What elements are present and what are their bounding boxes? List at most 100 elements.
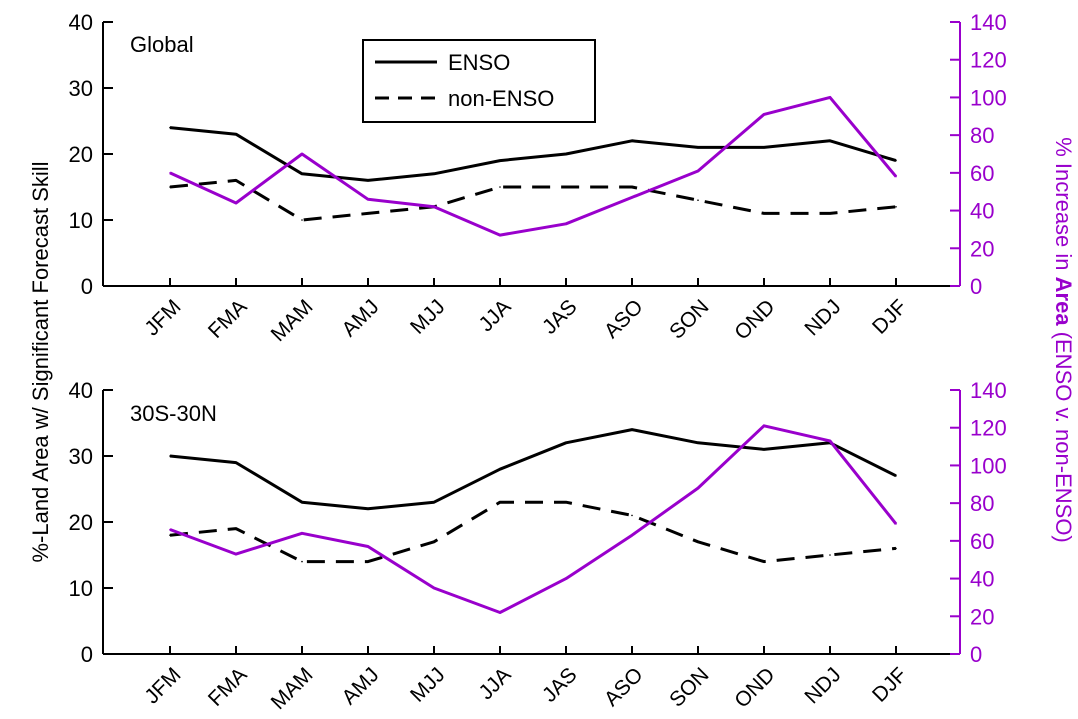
data-point [169,126,171,129]
data-point [763,425,765,427]
y-tick-label: 30 [69,76,93,101]
data-point [565,223,567,225]
data-point [235,179,237,182]
y2-tick-label: 120 [970,416,1007,441]
data-point [895,206,897,208]
data-point [763,113,765,116]
series-line-enso [169,126,897,182]
data-point [631,196,633,199]
data-point [499,501,501,504]
data-point [763,212,765,215]
y2-tick-label: 0 [970,642,982,667]
data-point [631,140,633,142]
data-point [433,501,435,504]
y-tick-label: 10 [69,208,93,233]
data-point [763,560,765,563]
y2-tick-label: 60 [970,161,994,186]
data-point [895,175,897,178]
data-point [169,186,171,188]
data-point [565,577,567,580]
y-tick-label: 30 [69,444,93,469]
legend-label-non-enso: non-ENSO [448,86,554,111]
data-point [895,159,897,162]
series-line-non-enso [169,178,897,222]
data-point [631,186,633,188]
y-tick-label: 40 [69,378,93,403]
series-line-area-increase [169,95,898,237]
data-point [301,173,303,175]
y2-axis-label-suffix: (ENSO v. non-ENSO) [1051,326,1076,543]
data-point [697,442,699,444]
y2-tick-label: 0 [970,274,982,299]
data-point [763,146,765,149]
data-point [433,541,435,543]
legend-box [362,39,596,123]
data-point [631,428,633,431]
y-tick-label: 0 [81,274,93,299]
data-point [829,212,831,215]
data-point [433,173,435,175]
data-point [697,170,699,172]
data-point [235,202,237,204]
data-point [169,534,171,536]
data-point [235,461,237,464]
data-point [367,212,369,215]
y2-tick-label: 80 [970,123,994,148]
data-point [499,159,501,162]
data-point [631,534,633,536]
data-point [235,527,237,530]
data-point [697,199,699,201]
data-point [763,448,765,451]
panel-label: 30S-30N [130,401,217,426]
panel-label: Global [130,32,194,57]
data-point [829,440,831,442]
data-point [367,198,369,201]
data-point [565,153,567,155]
y2-tick-label: 140 [970,10,1007,35]
data-point [631,514,633,517]
y2-tick-label: 140 [970,378,1007,403]
y-axis-label: %-Land Area w/ Significant Forecast Skil… [28,161,53,562]
y2-tick-label: 100 [970,85,1007,110]
data-point [301,532,303,535]
data-point [367,560,369,563]
data-point [433,587,435,589]
series-line-non-enso [169,500,897,564]
data-point [565,442,567,444]
data-point [895,523,897,525]
data-point [367,545,369,548]
data-point [565,186,567,188]
data-point [499,186,501,188]
y-tick-label: 10 [69,576,93,601]
data-point [499,234,501,236]
data-point [829,554,831,556]
data-point [895,475,897,477]
data-point [235,553,237,555]
data-point [499,468,501,471]
y2-tick-label: 40 [970,199,994,224]
data-point [367,179,369,182]
y2-axis-label-emph: Area [1051,277,1076,327]
data-point [829,140,831,142]
data-point [697,541,699,543]
data-point [895,547,897,550]
data-point [565,501,567,504]
data-point [301,501,303,504]
data-point [367,508,369,510]
y2-tick-label: 120 [970,48,1007,73]
series-line-area-increase [169,424,898,614]
data-point [301,153,303,155]
y-tick-label: 40 [69,10,93,35]
series-line-enso [169,428,897,511]
y2-axis-label: % Increase in Area (ENSO v. non-ENSO) [1051,137,1076,543]
y2-tick-label: 100 [970,453,1007,478]
data-point [433,206,435,208]
legend: ENSO non-ENSO [362,39,596,123]
y2-tick-label: 80 [970,491,994,516]
y2-tick-label: 20 [970,604,994,629]
data-point [697,487,699,489]
y-tick-label: 20 [69,510,93,535]
data-point [169,455,171,457]
